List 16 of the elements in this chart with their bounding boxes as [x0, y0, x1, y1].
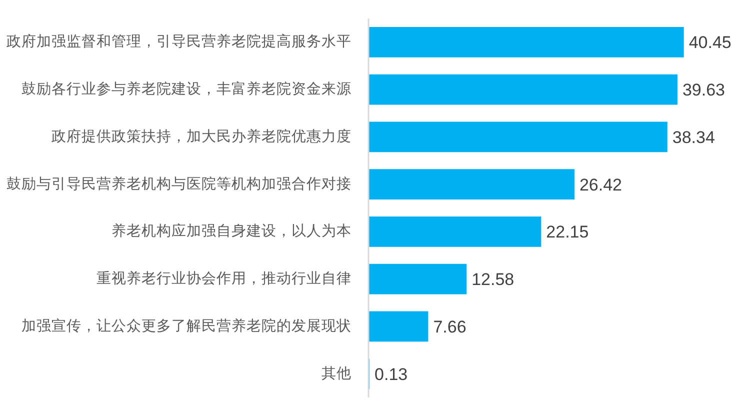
y-tick-label: 政府提供政策扶持，加大民办养老院优惠力度 [52, 128, 352, 145]
data-label: 26.42 [579, 175, 622, 194]
y-tick-label: 加强宣传，让公众更多了解民营养老院的发展现状 [22, 317, 352, 334]
y-tick-label: 重视养老行业协会作用，推动行业自律 [96, 270, 352, 288]
y-tick-label: 养老机构应加强自身建设，以人为本 [112, 222, 352, 240]
data-label: 12.58 [472, 270, 514, 290]
y-tick-label: 鼓励与引导民营养老机构与医院等机构加强合作对接 [6, 175, 352, 192]
y-tick-label: 鼓励各行业参与养老院建设，丰富养老院资金来源 [22, 80, 352, 98]
data-label: 0.13 [374, 364, 408, 384]
data-label: 7.66 [433, 317, 466, 336]
y-tick-label: 政府加强监督和管理，引导民营养老院提高服务水平 [6, 33, 352, 50]
data-label: 22.15 [546, 222, 589, 242]
data-label: 38.34 [672, 128, 715, 147]
data-label: 40.45 [688, 33, 732, 52]
y-tick-label: 其他 [322, 364, 352, 382]
data-label: 39.63 [682, 80, 725, 100]
